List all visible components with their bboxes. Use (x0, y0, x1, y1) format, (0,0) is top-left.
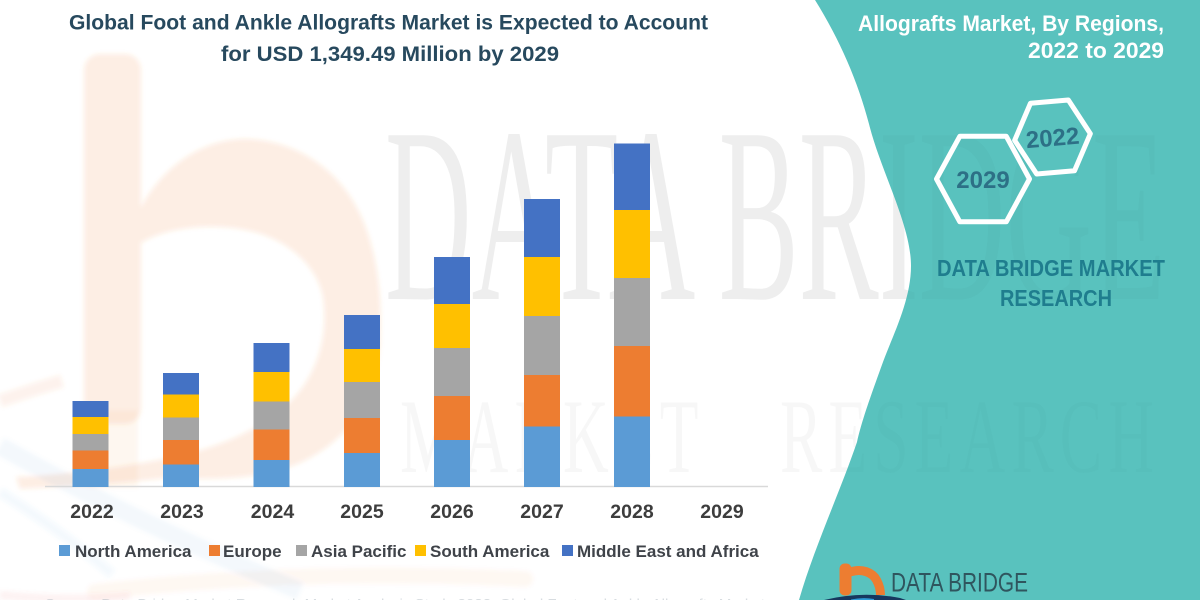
svg-text:DATA BRIDGE: DATA BRIDGE (891, 568, 1028, 598)
svg-text:North America: North America (75, 542, 192, 561)
svg-text:2027: 2027 (520, 501, 563, 523)
svg-text:Asia Pacific: Asia Pacific (311, 542, 406, 561)
svg-text:for USD 1,349.49 Million by 20: for USD 1,349.49 Million by 2029 (221, 43, 559, 66)
svg-text:2023: 2023 (160, 501, 204, 523)
svg-text:2022 to 2029: 2022 to 2029 (1028, 38, 1164, 63)
svg-text:2024: 2024 (251, 501, 295, 523)
svg-text:2025: 2025 (340, 501, 384, 523)
svg-text:2028: 2028 (610, 501, 654, 523)
svg-text:Allografts Market, By Regions,: Allografts Market, By Regions, (858, 11, 1164, 36)
svg-text:2022: 2022 (70, 501, 114, 523)
svg-text:2022: 2022 (1025, 123, 1081, 155)
svg-text:RESEARCH: RESEARCH (1000, 285, 1112, 311)
svg-text:South America: South America (430, 542, 550, 561)
svg-text:2026: 2026 (430, 501, 474, 523)
svg-text:Source: Data Bridge Market Res: Source: Data Bridge Market Research Mark… (45, 596, 765, 600)
svg-text:Middle East and Africa: Middle East and Africa (577, 542, 759, 561)
svg-text:DATA BRIDGE MARKET: DATA BRIDGE MARKET (937, 255, 1165, 281)
svg-text:2029: 2029 (700, 501, 744, 523)
svg-text:Europe: Europe (223, 542, 282, 561)
svg-text:MARKET RESEARCH: MARKET RESEARCH (892, 597, 1028, 600)
svg-text:2029: 2029 (956, 167, 1009, 194)
svg-text:Global Foot and Ankle Allograf: Global Foot and Ankle Allografts Market … (69, 12, 708, 35)
